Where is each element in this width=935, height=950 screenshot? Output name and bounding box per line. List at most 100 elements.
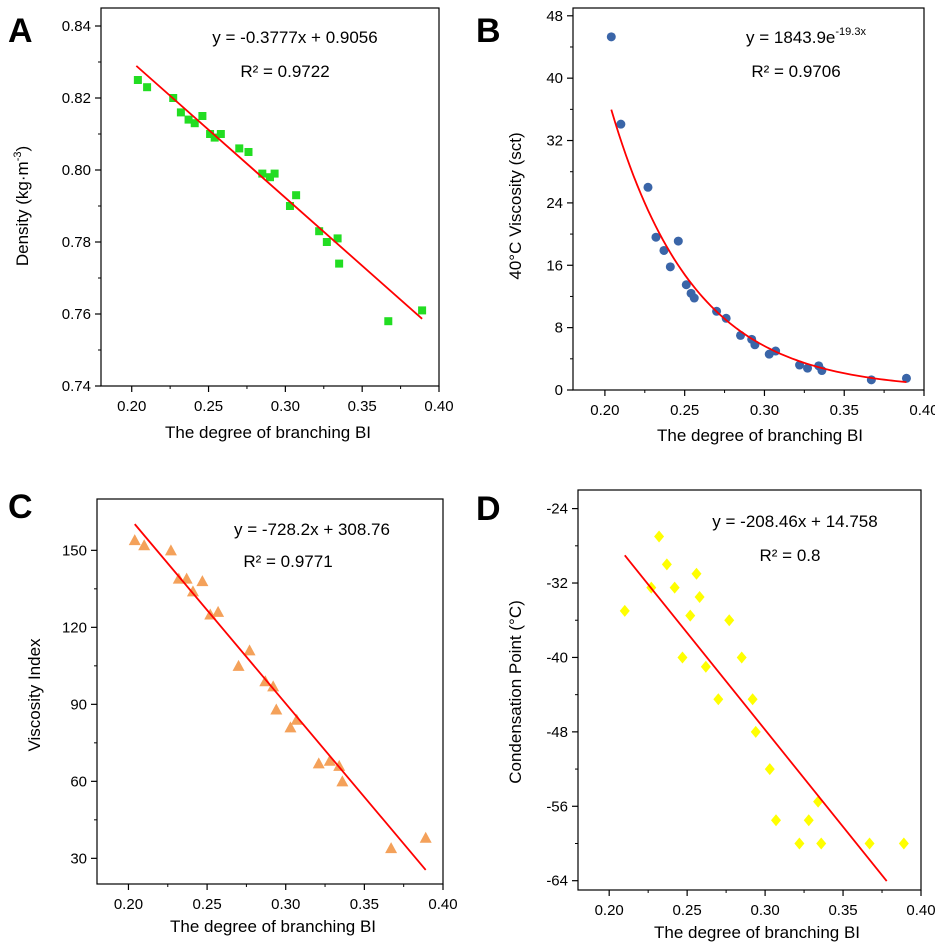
y-tick-label: 120	[62, 619, 87, 636]
plot-frame	[577, 489, 922, 891]
data-point	[898, 837, 909, 850]
data-point	[266, 173, 274, 182]
y-tick-label: 150	[62, 542, 87, 559]
data-point	[724, 614, 735, 627]
panel-d: D 0.20 0.25 0.30 0.35 0.40 -64 -56 -48 -40 -32 -24…	[476, 489, 935, 942]
y-tick-label: -24	[546, 501, 568, 518]
data-point	[322, 238, 331, 246]
data-point	[747, 693, 758, 706]
data-point	[243, 644, 256, 656]
data-point	[186, 585, 199, 597]
x-tick-label: 0.25	[670, 402, 699, 419]
data-point	[258, 169, 267, 178]
fit-equation: y = -0.3777x + 0.9056	[212, 28, 377, 47]
x-tick-label: 0.30	[750, 902, 779, 919]
x-tick-label: 0.35	[828, 902, 857, 919]
panel-letter: C	[8, 488, 33, 526]
data-point	[677, 651, 688, 664]
fit-curve	[610, 109, 907, 384]
r-squared: R² = 0.8	[760, 546, 821, 565]
data-point	[323, 754, 336, 766]
fit-equation-exponent: -19.3x	[835, 26, 866, 38]
fit-equation: y = -208.46x + 14.758	[712, 512, 877, 531]
y-tick-label: 48	[546, 8, 563, 25]
data-point	[669, 581, 680, 594]
data-point	[206, 130, 215, 138]
y-tick-label: -48	[546, 724, 568, 741]
data-point	[232, 659, 245, 671]
x-tick-label: 0.25	[673, 902, 702, 919]
data-point	[312, 757, 325, 769]
data-point	[176, 108, 185, 117]
data-point	[128, 534, 141, 546]
x-tick-label: 0.35	[830, 402, 859, 419]
y-tick-label: 40	[546, 70, 563, 87]
y-tick-label: 90	[70, 696, 87, 713]
y-tick-label: 0.80	[62, 162, 91, 179]
data-point	[901, 373, 911, 383]
x-tick-label: 0.20	[114, 896, 143, 913]
y-tick-label: 24	[546, 195, 563, 212]
y-axis-label: Density (kg·m-3)	[12, 146, 32, 266]
data-point	[673, 236, 683, 246]
data-point	[616, 119, 626, 129]
data-point	[385, 842, 398, 854]
r-squared: R² = 0.9722	[240, 62, 329, 81]
data-point	[143, 83, 152, 92]
data-point	[813, 795, 824, 808]
data-point	[164, 544, 177, 556]
x-tick-label: 0.40	[424, 398, 453, 415]
x-tick-label: 0.35	[350, 896, 379, 913]
data-point	[198, 112, 207, 120]
y-axis-label-main: Density (kg·m	[13, 161, 32, 266]
y-axis-label: Condensation Point (°C)	[506, 600, 525, 784]
data-point	[138, 539, 151, 551]
data-point	[794, 837, 805, 850]
panel-letter: D	[476, 490, 501, 528]
data-point	[212, 605, 225, 617]
data-point	[384, 317, 393, 326]
y-tick-label: 32	[546, 133, 563, 150]
y-tick-label: 0.82	[62, 90, 91, 107]
x-tick-label: 0.30	[271, 398, 300, 415]
y-tick-label: 0.78	[62, 234, 91, 251]
data-point	[721, 313, 731, 323]
fit-equation: y = -728.2x + 308.76	[234, 520, 390, 539]
panel-c: C 0.20 0.25 0.30 0.35 0.40 30 60 90 120 150 y = -…	[8, 488, 458, 936]
data-point	[419, 831, 432, 843]
data-point	[654, 530, 665, 543]
data-point	[333, 759, 346, 771]
x-tick-label: 0.25	[192, 896, 221, 913]
plot-frame	[572, 7, 925, 391]
y-tick-label: 0.76	[62, 306, 91, 323]
r-squared: R² = 0.9706	[751, 62, 840, 81]
data-point	[713, 693, 724, 706]
data-point	[661, 558, 672, 571]
fit-equation: y = 1843.9e-19.3x	[746, 26, 866, 47]
data-point	[285, 202, 294, 210]
data-point	[290, 713, 303, 725]
data-point	[685, 609, 696, 622]
y-tick-label: -64	[546, 873, 568, 890]
panel-a: A 0.20 0.25 0.30 0.35 0.40 0.74 0.76 0.78 0.80 0.…	[8, 7, 454, 442]
data-point	[694, 590, 705, 603]
y-tick-label: 0.84	[62, 18, 91, 35]
data-point	[284, 721, 297, 733]
data-point	[418, 306, 427, 315]
plot-frame	[100, 7, 440, 387]
fit-line	[134, 523, 427, 871]
r-squared: R² = 0.9771	[243, 552, 332, 571]
data-point	[196, 575, 209, 587]
x-tick-label: 0.25	[194, 398, 223, 415]
x-tick-label: 0.40	[909, 402, 935, 419]
data-point	[133, 76, 142, 84]
y-axis-label: Viscosity Index	[25, 638, 44, 752]
y-tick-label: 60	[70, 773, 87, 790]
data-point	[333, 234, 342, 243]
x-axis-label: The degree of branching BI	[654, 923, 860, 942]
data-point	[190, 119, 199, 128]
y-axis-label-superscript: -3	[12, 152, 24, 162]
y-axis-label: 40°C Viscosity (sct)	[506, 132, 525, 279]
data-point	[803, 363, 813, 373]
